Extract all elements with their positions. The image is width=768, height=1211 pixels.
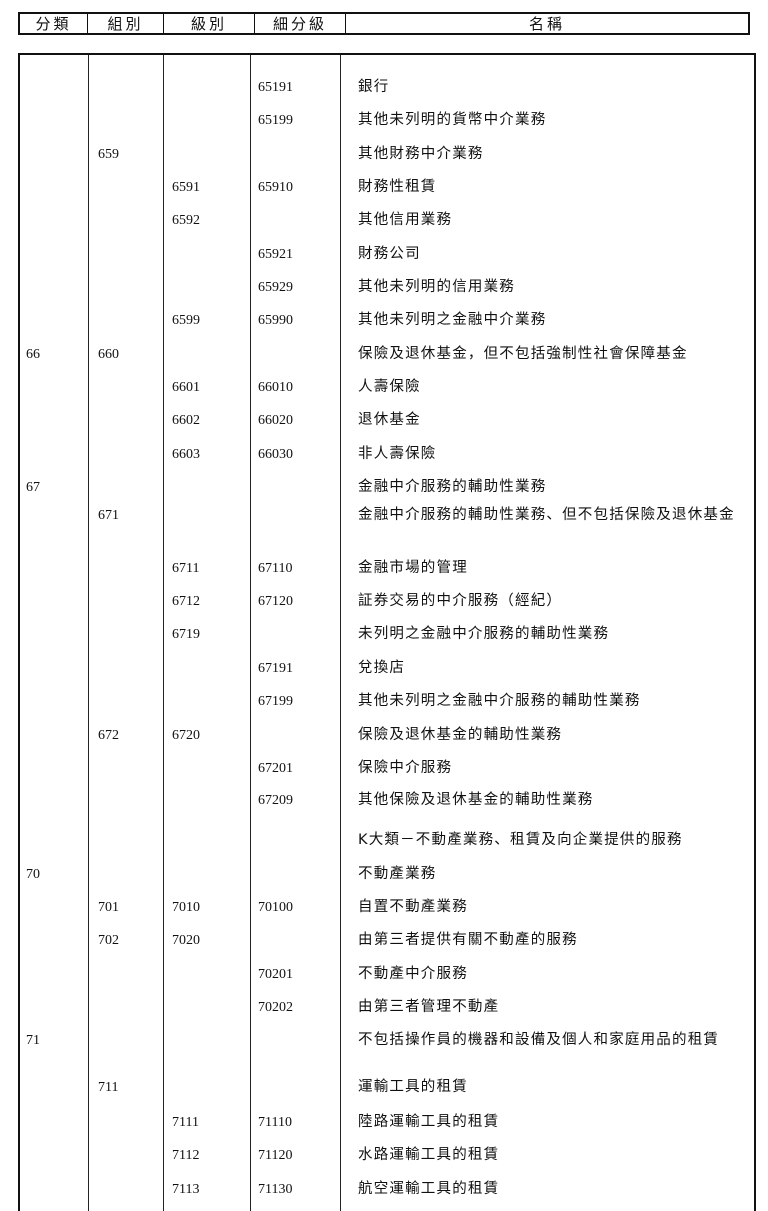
division-code: 70 [26, 867, 40, 882]
category-name: 退休基金 [358, 412, 421, 428]
column-divider [340, 55, 341, 1211]
category-name: 保險及退休基金的輔助性業務 [358, 727, 563, 743]
category-name: 未列明之金融中介服務的輔助性業務 [358, 626, 610, 642]
subclass-code: 70202 [258, 1000, 293, 1015]
category-name: 財務性租賃 [358, 179, 437, 195]
class-code: 6601 [172, 380, 200, 395]
subclass-code: 65921 [258, 247, 293, 262]
category-name: 其他未列明的貨幣中介業務 [358, 112, 547, 128]
category-name: 非人壽保險 [358, 446, 437, 462]
group-code: 660 [98, 347, 119, 362]
class-code: 6711 [172, 561, 200, 576]
subclass-code: 67110 [258, 561, 293, 576]
category-name: 航空運輸工具的租賃 [358, 1181, 500, 1197]
subclass-code: 66020 [258, 413, 293, 428]
column-divider [250, 55, 251, 1211]
subclass-code: 65929 [258, 280, 293, 295]
category-name: 不動產中介服務 [358, 966, 468, 982]
subclass-code: 70100 [258, 900, 293, 915]
class-code: 7010 [172, 900, 200, 915]
subclass-code: 71130 [258, 1182, 293, 1197]
class-code: 7113 [172, 1182, 200, 1197]
header-name: 名稱 [528, 15, 565, 33]
class-code: 6712 [172, 594, 200, 609]
category-name: 財務公司 [358, 246, 421, 262]
column-divider [88, 55, 89, 1211]
category-name: 不動產業務 [358, 866, 437, 882]
header-group: 組別 [88, 14, 164, 33]
class-code: 6592 [172, 213, 200, 228]
category-name: 人壽保險 [358, 379, 421, 395]
subclass-code: 71110 [258, 1115, 292, 1130]
subclass-code: 70201 [258, 967, 293, 982]
header-class: 級別 [164, 14, 255, 33]
category-name: 保險及退休基金，但不包括強制性社會保障基金 [358, 346, 688, 362]
class-code: 6603 [172, 447, 200, 462]
category-name: K大類－不動產業務、租賃及向企業提供的服務 [358, 832, 683, 848]
column-divider [163, 55, 164, 1211]
class-code: 7020 [172, 933, 200, 948]
subclass-code: 65910 [258, 180, 293, 195]
category-name: 其他保險及退休基金的輔助性業務 [358, 792, 594, 808]
class-code: 7112 [172, 1148, 200, 1163]
group-code: 711 [98, 1080, 119, 1095]
category-name: 其他財務中介業務 [358, 146, 484, 162]
subclass-code: 65199 [258, 113, 293, 128]
category-name: 其他未列明之金融中介服務的輔助性業務 [358, 693, 641, 709]
class-code: 6719 [172, 627, 200, 642]
category-name: 其他信用業務 [358, 212, 453, 228]
category-name: 兌換店 [358, 660, 406, 676]
class-code: 6591 [172, 180, 200, 195]
division-code: 67 [26, 480, 40, 495]
subclass-code: 67191 [258, 661, 293, 676]
category-name: 由第三者提供有關不動產的服務 [358, 932, 578, 948]
division-code: 66 [26, 347, 40, 362]
subclass-code: 67120 [258, 594, 293, 609]
group-code: 672 [98, 728, 119, 743]
subclass-code: 71120 [258, 1148, 293, 1163]
category-name: 水路運輸工具的租賃 [358, 1147, 500, 1163]
category-name: 不包括操作員的機器和設備及個人和家庭用品的租賃 [358, 1032, 720, 1048]
header-division: 分類 [20, 14, 88, 33]
division-code: 71 [26, 1033, 40, 1048]
subclass-code: 65990 [258, 313, 293, 328]
class-code: 6720 [172, 728, 200, 743]
category-name: 運輸工具的租賃 [358, 1079, 468, 1095]
group-code: 702 [98, 933, 119, 948]
category-name: 自置不動產業務 [358, 899, 468, 915]
category-name: 金融中介服務的輔助性業務、但不包括保險及退休基金 [358, 507, 735, 523]
table-header: 分類 組別 級別 細分級 名稱 [18, 12, 750, 35]
class-code: 7111 [172, 1115, 199, 1130]
subclass-code: 67199 [258, 694, 293, 709]
category-name: 陸路運輸工具的租賃 [358, 1114, 500, 1130]
subclass-code: 67209 [258, 793, 293, 808]
category-name: 銀行 [358, 79, 390, 95]
category-name: 金融市場的管理 [358, 560, 468, 576]
class-code: 6599 [172, 313, 200, 328]
class-code: 6602 [172, 413, 200, 428]
classification-table: 65191 銀行 65199 其他未列明的貨幣中介業務 659 其他財務中介業務 6591 6… [18, 53, 756, 1211]
subclass-code: 66010 [258, 380, 293, 395]
group-code: 671 [98, 508, 119, 523]
subclass-code: 65191 [258, 80, 293, 95]
category-name: 金融中介服務的輔助性業務 [358, 479, 547, 495]
category-name: 保險中介服務 [358, 760, 453, 776]
header-subclass: 細分級 [255, 14, 346, 33]
group-code: 701 [98, 900, 119, 915]
category-name: 其他未列明之金融中介業務 [358, 312, 547, 328]
category-name: 其他未列明的信用業務 [358, 279, 515, 295]
subclass-code: 67201 [258, 761, 293, 776]
subclass-code: 66030 [258, 447, 293, 462]
category-name: 由第三者管理不動產 [358, 999, 500, 1015]
category-name: 証券交易的中介服務（經紀） [358, 593, 563, 609]
group-code: 659 [98, 147, 119, 162]
